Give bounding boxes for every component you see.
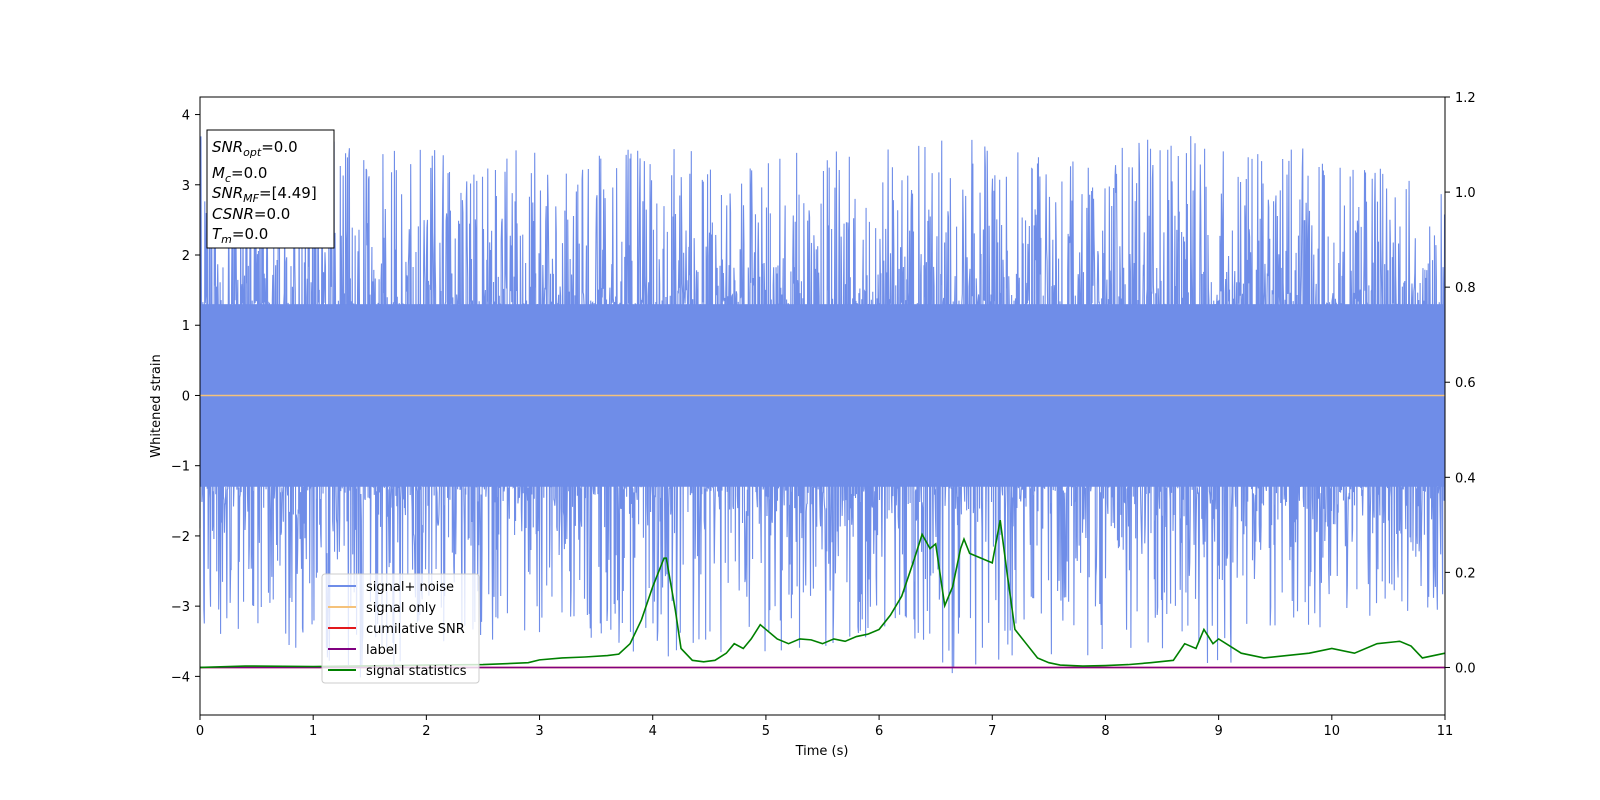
info-line: CSNR=0.0 (212, 205, 290, 223)
legend-label: signal only (366, 601, 436, 616)
y-tick-label: 1 (182, 319, 190, 334)
y2-tick-label: 0.4 (1455, 471, 1476, 486)
plot-frame (199, 96, 1446, 716)
y2-tick-label: 0.8 (1455, 281, 1476, 296)
info-line: Tm=0.0 (212, 225, 268, 246)
y-tick-label: −4 (171, 670, 190, 685)
info-line-value: =0.0 (232, 225, 268, 243)
y-tick-label: 2 (182, 249, 190, 264)
info-line: SNRopt=0.0 (212, 138, 298, 159)
x-tick-label: 0 (196, 724, 204, 739)
y2-tick-label: 1.0 (1455, 186, 1476, 201)
info-line-value: =[4.49] (259, 184, 317, 202)
info-line-value: =0.0 (231, 164, 267, 182)
x-axis: 0 1 2 3 4 5 6 7 8 9 10 11 (196, 715, 1453, 739)
y-tick-label: −2 (171, 530, 190, 545)
x-tick-label: 2 (422, 724, 430, 739)
x-tick-label: 10 (1324, 724, 1341, 739)
x-axis-title: Time (s) (795, 744, 849, 759)
x-tick-label: 4 (649, 724, 657, 739)
info-line: SNRMF=[4.49] (212, 184, 317, 205)
info-box-frame (206, 129, 335, 249)
legend: signal+ noise signal only cumilative SNR la… (321, 573, 480, 684)
x-tick-label: 9 (1214, 724, 1222, 739)
x-tick-label: 3 (535, 724, 543, 739)
y-tick-label: 0 (182, 389, 190, 404)
y-axis-left: 4 3 2 1 0 −1 −2 −3 −4 (171, 109, 200, 685)
info-box: SNRopt=0.0Mc=0.0SNRMF=[4.49]CSNR=0.0Tm=0… (206, 129, 335, 249)
y2-tick-label: 1.2 (1455, 91, 1476, 106)
info-line-sub: c (225, 172, 231, 185)
x-tick-label: 6 (875, 724, 883, 739)
y-tick-label: 3 (182, 179, 190, 194)
series-line-4 (199, 519, 1446, 669)
y-tick-label: −1 (171, 460, 190, 475)
y2-tick-label: 0.2 (1455, 566, 1476, 581)
x-tick-label: 11 (1437, 724, 1454, 739)
legend-label: cumilative SNR (366, 622, 465, 637)
x-tick-label: 7 (988, 724, 996, 739)
y-axis-title: Whitened strain (149, 354, 164, 457)
legend-label: signal statistics (366, 664, 467, 679)
info-line-base: M (212, 164, 225, 182)
legend-label: signal+ noise (366, 580, 454, 595)
info-line-base: SNR (212, 138, 243, 156)
info-line-base: T (212, 225, 223, 243)
info-line: Mc=0.0 (212, 164, 267, 185)
x-tick-label: 5 (762, 724, 770, 739)
x-tick-label: 8 (1101, 724, 1109, 739)
info-line-value: =0.0 (261, 138, 297, 156)
info-line-sub: m (221, 233, 232, 246)
y-tick-label: 4 (182, 109, 190, 124)
y-tick-label: −3 (171, 600, 190, 615)
info-line-value: =0.0 (254, 205, 290, 223)
legend-label: label (366, 643, 397, 658)
y-axis-right: 0.0 0.2 0.4 0.6 0.8 1.0 1.2 (1445, 91, 1476, 676)
info-line-sub: MF (243, 192, 259, 205)
info-line-sub: opt (243, 146, 262, 159)
info-line-base: CSNR (212, 205, 254, 223)
info-line-base: SNR (212, 184, 243, 202)
x-tick-label: 1 (309, 724, 317, 739)
legend-frame (321, 573, 480, 684)
y2-tick-label: 0.6 (1455, 376, 1476, 391)
y2-tick-label: 0.0 (1455, 661, 1476, 676)
